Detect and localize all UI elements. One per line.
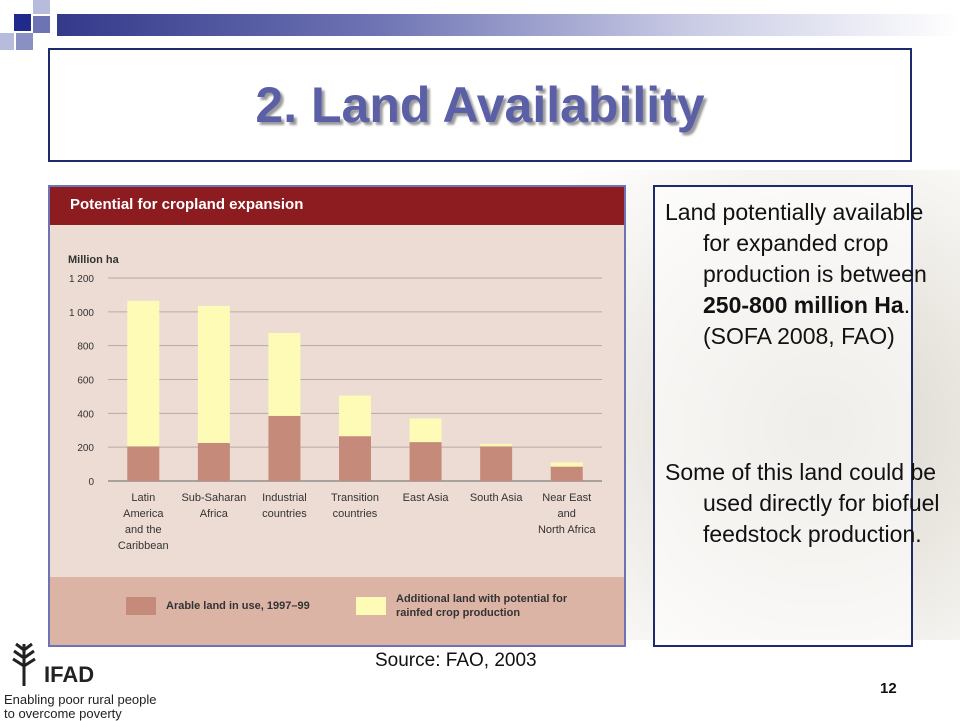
y-tick-label: 600	[77, 376, 94, 387]
paragraph-1-text: Land potentially available for expanded …	[665, 199, 927, 287]
x-tick-label: and the	[125, 524, 162, 536]
chart: Potential for cropland expansion Million…	[48, 185, 626, 647]
paragraph-1-tail: . (SOFA 2008, FAO)	[703, 292, 911, 349]
y-tick-label: 1 200	[69, 274, 94, 285]
page-number: 12	[880, 680, 897, 697]
slide-title: 2. Land Availability	[255, 77, 705, 133]
x-tick-label: Transition	[331, 492, 379, 504]
paragraph-2: Some of this land could be used directly…	[665, 457, 945, 550]
legend-swatch-additional	[356, 597, 386, 615]
bar-arable	[550, 466, 583, 481]
decor-square-1	[14, 14, 31, 31]
x-tick-label: South Asia	[470, 492, 523, 504]
bar-arable	[480, 446, 513, 481]
legend-label-arable: Arable land in use, 1997–99	[166, 600, 310, 612]
legend-swatch-arable	[126, 597, 156, 615]
paragraph-1: Land potentially available for expanded …	[665, 197, 945, 352]
paragraph-2-text: Some of this land could be used directly…	[665, 459, 940, 547]
bar-additional	[550, 462, 583, 467]
bar-additional	[197, 305, 230, 443]
x-tick-label: North Africa	[538, 524, 596, 536]
y-tick-label: 1 000	[69, 308, 94, 319]
x-tick-label: Sub-Saharan	[181, 492, 246, 504]
logo-name: IFAD	[44, 662, 95, 687]
bar-additional	[339, 395, 371, 437]
x-tick-label: Near East	[542, 492, 591, 504]
chart-title: Potential for cropland expansion	[70, 196, 304, 213]
chart-legend: Arable land in use, 1997–99 Additional l…	[50, 577, 624, 645]
x-tick-label: countries	[262, 508, 307, 520]
x-tick-label: Caribbean	[118, 540, 169, 552]
source-note: Source: FAO, 2003	[375, 650, 537, 671]
top-gradient-bar	[57, 14, 960, 36]
legend-label-additional: Additional land with potential for rainf…	[396, 593, 568, 619]
chart-plot: Million ha 0 200 400 600 800 1 000 1 200 Latin Am…	[68, 254, 602, 552]
title-box: 2. Land Availability	[48, 48, 912, 162]
bar-additional	[409, 418, 442, 443]
x-tick-label: Industrial	[262, 492, 307, 504]
paragraph-1-bold: 250-800 million Ha	[703, 292, 904, 318]
text-box: Land potentially available for expanded …	[653, 185, 940, 647]
x-tick-label: countries	[333, 508, 378, 520]
logo-tagline: Enabling poor rural people to overcome p…	[4, 693, 174, 721]
logo-tagline-2: to overcome poverty	[4, 706, 122, 721]
chart-header: Potential for cropland expansion	[50, 187, 624, 225]
x-tick-label: and	[558, 508, 576, 520]
bar-arable	[127, 446, 160, 481]
bar-arable	[409, 442, 442, 481]
ifad-wheat-icon	[12, 642, 36, 686]
bar-arable	[268, 415, 301, 481]
decor-square-3	[0, 33, 14, 50]
x-tick-label: America	[123, 508, 164, 520]
bar-arable	[197, 442, 230, 481]
bar-arable	[339, 436, 371, 481]
x-tick-label: Latin	[131, 492, 155, 504]
y-tick-label: 400	[77, 409, 94, 420]
y-tick-label: 0	[88, 477, 94, 488]
decor-square-4	[33, 16, 50, 33]
bar-additional	[268, 332, 301, 416]
bar-additional	[127, 300, 160, 447]
y-axis-label: Million ha	[68, 254, 120, 266]
bar-additional	[480, 443, 513, 447]
decor-square-2	[33, 0, 50, 14]
y-tick-label: 800	[77, 342, 94, 353]
y-tick-label: 200	[77, 443, 94, 454]
x-tick-label: East Asia	[403, 492, 450, 504]
decor-square-5	[16, 33, 33, 50]
x-tick-label: Africa	[200, 508, 229, 520]
logo-tagline-1: Enabling poor rural people	[4, 692, 157, 707]
